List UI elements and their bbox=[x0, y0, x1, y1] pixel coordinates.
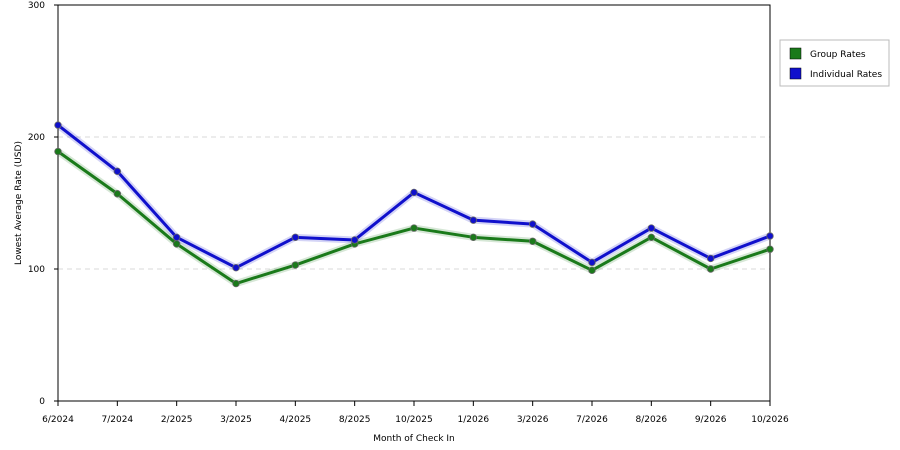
data-point-individual-rates[interactable] bbox=[528, 220, 537, 228]
x-tick-label: 9/2026 bbox=[695, 415, 727, 425]
plot-frame bbox=[57, 4, 771, 402]
x-tick-label: 4/2025 bbox=[279, 415, 311, 425]
y-tick-label: 0 bbox=[39, 397, 45, 407]
x-tick-label: 7/2024 bbox=[101, 415, 133, 425]
data-point-group-rates[interactable] bbox=[410, 224, 418, 232]
y-tick-label: 200 bbox=[28, 133, 45, 143]
data-point-group-rates[interactable] bbox=[113, 190, 122, 198]
data-point-individual-rates[interactable] bbox=[706, 254, 715, 263]
legend-swatch-group-rates bbox=[789, 47, 802, 60]
legend-label-individual-rates: Individual Rates bbox=[810, 70, 882, 80]
x-tick-label: 10/2026 bbox=[751, 415, 789, 425]
y-axis-title: Lowest Average Rate (USD) bbox=[14, 141, 24, 265]
data-point-individual-rates[interactable] bbox=[410, 188, 418, 197]
x-tick-label: 1/2026 bbox=[457, 415, 489, 425]
legend: Group Rates Individual Rates bbox=[779, 39, 890, 87]
data-point-individual-rates[interactable] bbox=[113, 167, 122, 176]
x-tick-label: 8/2026 bbox=[635, 415, 667, 425]
data-point-individual-rates[interactable] bbox=[588, 258, 596, 267]
data-point-individual-rates[interactable] bbox=[54, 121, 62, 129]
x-tick-label: 6/2024 bbox=[42, 415, 74, 425]
data-point-individual-rates[interactable] bbox=[469, 216, 478, 224]
x-tick-label: 8/2025 bbox=[339, 415, 371, 425]
data-point-group-rates[interactable] bbox=[706, 265, 715, 273]
data-point-group-rates[interactable] bbox=[647, 233, 656, 242]
data-point-group-rates[interactable] bbox=[588, 266, 596, 275]
axes bbox=[54, 4, 771, 406]
data-point-individual-rates[interactable] bbox=[766, 232, 774, 240]
x-axis-title: Month of Check In bbox=[373, 434, 455, 444]
data-point-group-rates[interactable] bbox=[54, 147, 62, 156]
tick-labels: 0 100 200 300 6/2024 7/2024 2/2025 3/2025 4/2025… bbox=[28, 1, 789, 425]
data-point-group-rates[interactable] bbox=[766, 245, 774, 253]
data-point-individual-rates[interactable] bbox=[232, 263, 240, 272]
data-point-individual-rates[interactable] bbox=[291, 233, 300, 242]
x-tick-label: 3/2025 bbox=[220, 415, 252, 425]
y-tick-label: 300 bbox=[28, 1, 45, 11]
data-point-group-rates[interactable] bbox=[528, 237, 537, 245]
legend-swatch-individual-rates bbox=[789, 67, 802, 80]
x-tick-label: 3/2026 bbox=[517, 415, 549, 425]
data-point-group-rates[interactable] bbox=[291, 261, 300, 269]
data-point-group-rates[interactable] bbox=[469, 233, 478, 242]
series bbox=[54, 121, 774, 288]
data-point-individual-rates[interactable] bbox=[647, 224, 656, 232]
x-tick-label: 10/2025 bbox=[395, 415, 432, 425]
data-point-individual-rates[interactable] bbox=[350, 236, 359, 244]
series-line-group-rates bbox=[56, 150, 772, 286]
data-point-group-rates[interactable] bbox=[232, 279, 240, 288]
gridlines bbox=[58, 136, 770, 270]
y-tick-label: 100 bbox=[28, 265, 45, 275]
x-tick-label: 2/2025 bbox=[161, 415, 193, 425]
data-point-individual-rates[interactable] bbox=[172, 233, 181, 242]
x-tick-label: 7/2026 bbox=[576, 415, 608, 425]
series-line-shadow-group-rates bbox=[54, 148, 774, 288]
legend-label-group-rates: Group Rates bbox=[810, 50, 866, 60]
